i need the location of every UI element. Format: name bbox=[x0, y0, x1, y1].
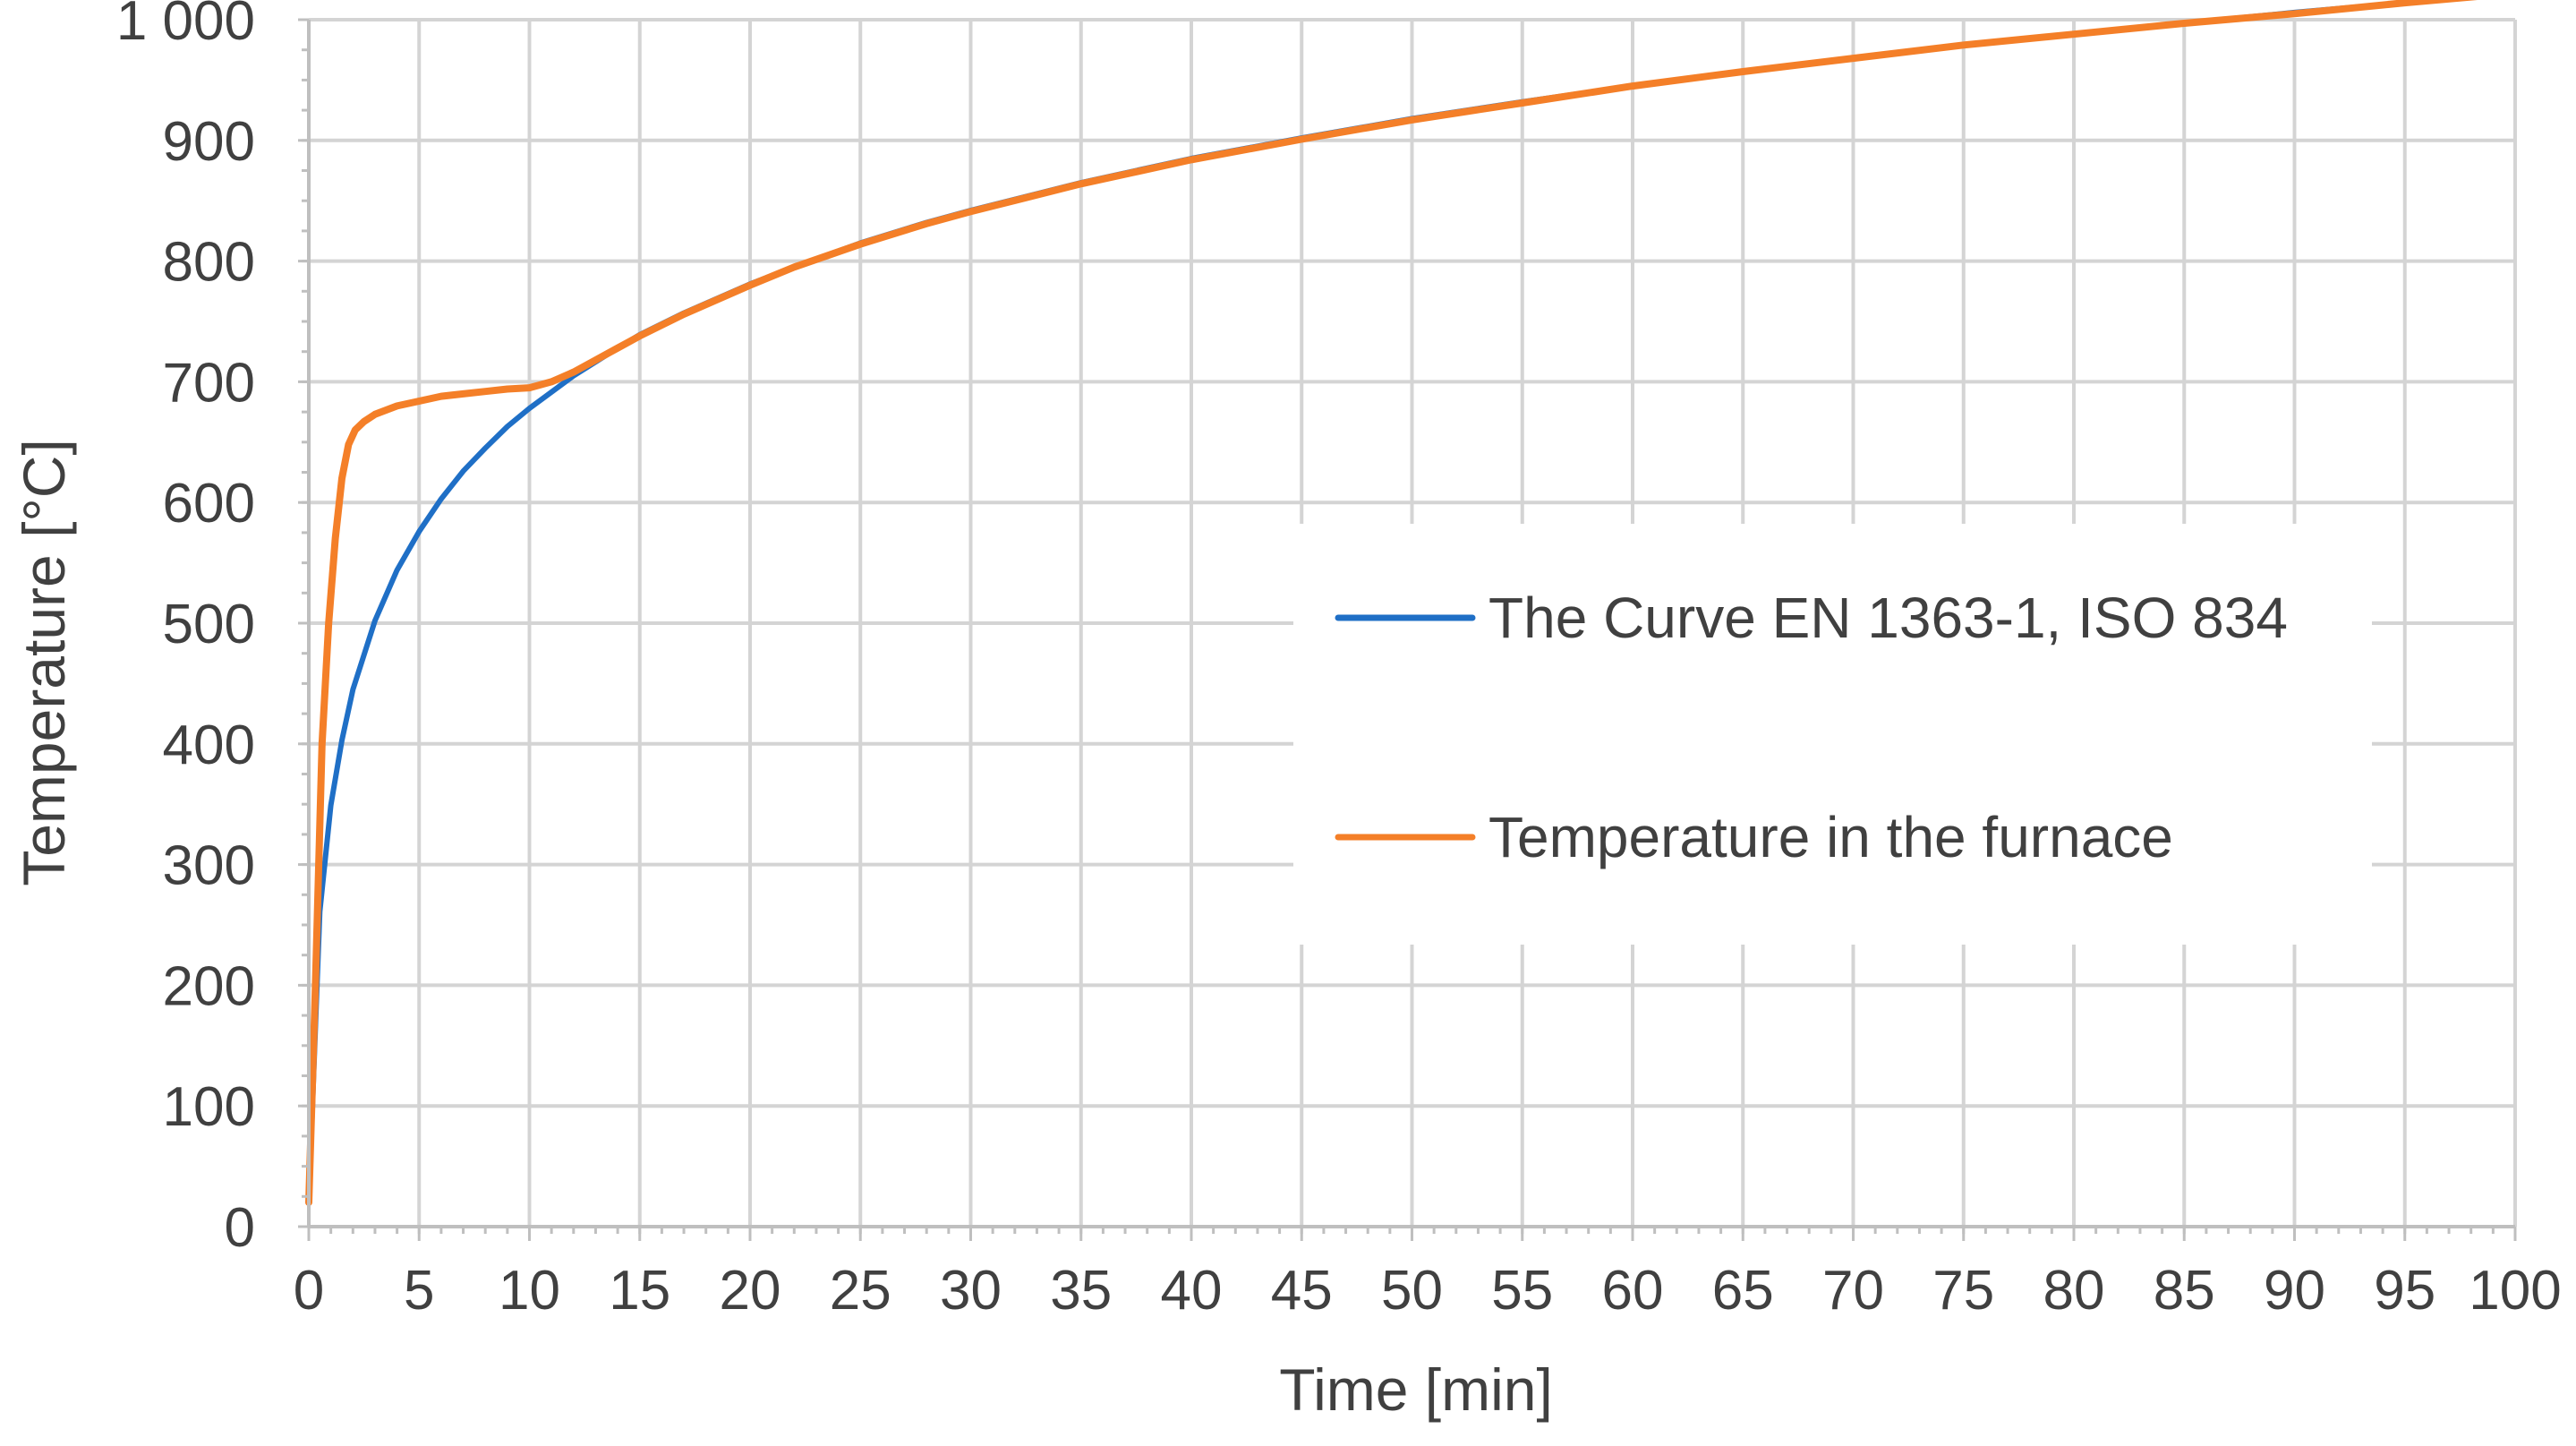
y-tick-label: 800 bbox=[163, 232, 255, 294]
legend-background bbox=[1293, 524, 2372, 945]
x-tick-label: 35 bbox=[1050, 1260, 1112, 1322]
y-axis-title: Temperature [°C] bbox=[11, 439, 77, 886]
y-tick-label: 200 bbox=[163, 955, 255, 1017]
legend-label-furnace: Temperature in the furnace bbox=[1488, 805, 2173, 869]
y-tick-label: 0 bbox=[225, 1197, 255, 1259]
y-tick-label: 300 bbox=[163, 835, 255, 897]
x-axis-title: Time [min] bbox=[1279, 1356, 1553, 1423]
x-tick-label: 40 bbox=[1161, 1260, 1223, 1322]
x-tick-label: 55 bbox=[1491, 1260, 1553, 1322]
x-tick-label: 20 bbox=[720, 1260, 781, 1322]
x-tick-label: 60 bbox=[1602, 1260, 1664, 1322]
x-tick-label: 70 bbox=[1822, 1260, 1884, 1322]
x-tick-label: 30 bbox=[940, 1260, 1002, 1322]
x-tick-label: 95 bbox=[2374, 1260, 2435, 1322]
x-tick-label: 50 bbox=[1381, 1260, 1443, 1322]
x-tick-label: 85 bbox=[2154, 1260, 2215, 1322]
x-tick-label: 0 bbox=[294, 1260, 324, 1322]
y-tick-label: 600 bbox=[163, 473, 255, 535]
y-tick-label: 500 bbox=[163, 594, 255, 655]
x-tick-label: 10 bbox=[499, 1260, 560, 1322]
x-tick-label: 5 bbox=[404, 1260, 434, 1322]
legend-label-iso834: The Curve EN 1363-1, ISO 834 bbox=[1488, 586, 2288, 650]
legend: The Curve EN 1363-1, ISO 834 Temperature… bbox=[1293, 524, 2372, 945]
x-tick-label: 45 bbox=[1271, 1260, 1333, 1322]
x-tick-label: 90 bbox=[2264, 1260, 2325, 1322]
x-tick-label: 80 bbox=[2043, 1260, 2105, 1322]
x-tick-label: 65 bbox=[1712, 1260, 1774, 1322]
x-tick-label: 75 bbox=[1932, 1260, 1994, 1322]
y-tick-label: 400 bbox=[163, 714, 255, 776]
axis-titles: Time [min] Temperature [°C] bbox=[11, 439, 1553, 1423]
series-layer bbox=[305, 0, 2478, 1206]
axes: 0 100 200 300 400 500 600 700 800 900 1 000 0 5 10 15 2… bbox=[116, 0, 2562, 1322]
x-tick-label: 100 bbox=[2469, 1260, 2561, 1322]
y-tick-label: 900 bbox=[163, 111, 255, 173]
y-tick-label: 700 bbox=[163, 352, 255, 414]
series-line-furnace bbox=[305, 0, 2478, 1206]
y-tick-label: 100 bbox=[163, 1076, 255, 1138]
x-tick-label: 25 bbox=[830, 1260, 891, 1322]
y-tick-label: 1 000 bbox=[116, 0, 255, 52]
x-tick-label: 15 bbox=[609, 1260, 670, 1322]
